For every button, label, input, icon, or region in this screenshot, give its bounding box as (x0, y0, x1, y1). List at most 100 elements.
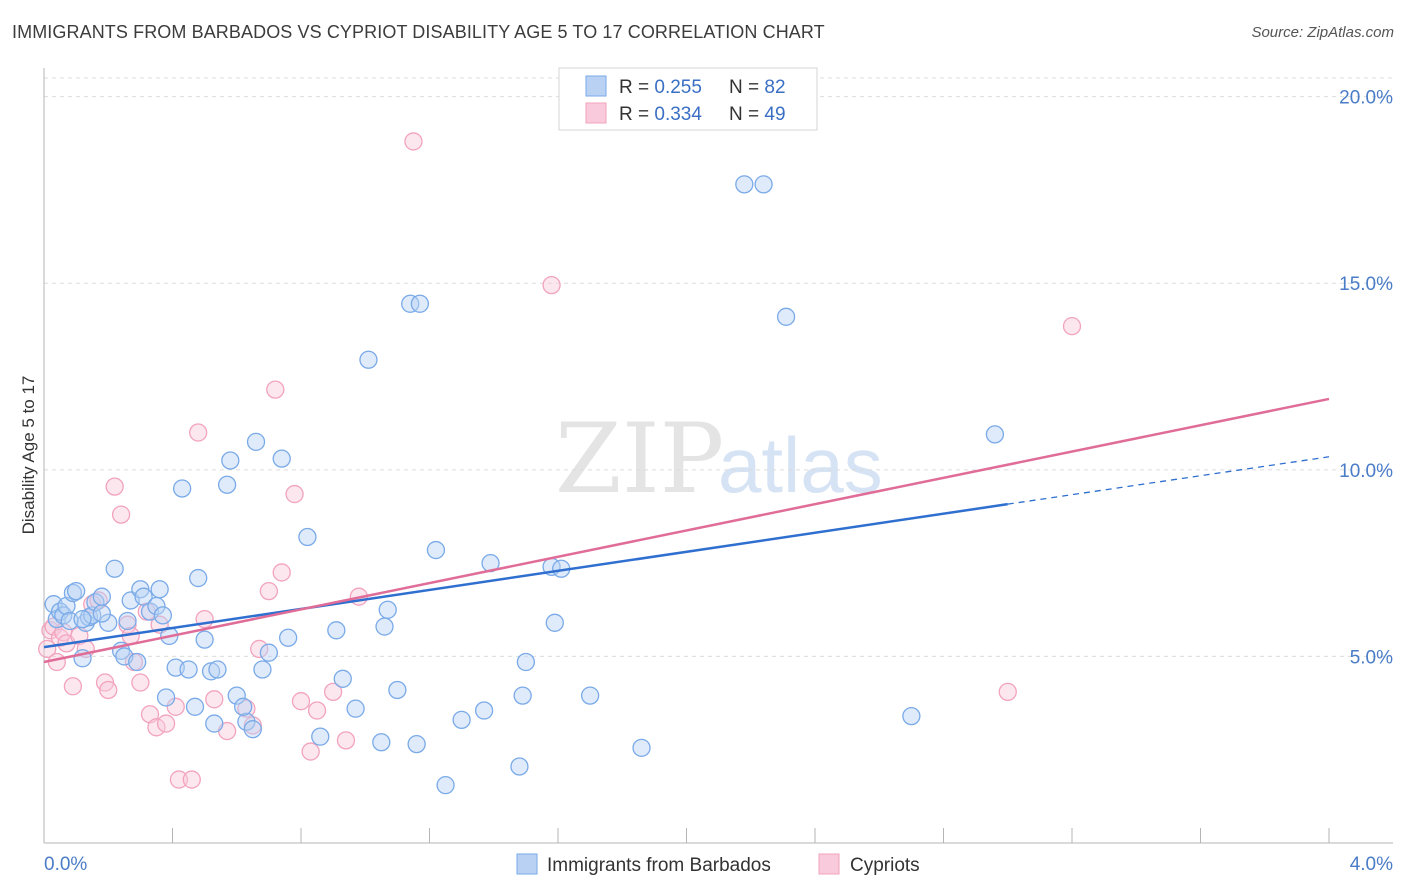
barbados-point-50 (372, 733, 391, 752)
barbados-point-73 (902, 706, 921, 726)
barbados-point-15 (105, 559, 124, 578)
cypriots-point-0 (38, 639, 57, 659)
y-tick-label-0: 5.0% (1350, 647, 1393, 668)
barbados-point-24 (150, 580, 169, 599)
cypriots-point-40 (301, 742, 320, 761)
barbados-point-28 (172, 479, 192, 498)
barbados-point-72 (776, 307, 796, 326)
barbados-point-39 (246, 432, 266, 451)
barbados-point-74 (985, 425, 1005, 444)
legend-row-1-n: N = 82 (729, 77, 786, 98)
watermark-atlas: atlas (718, 421, 883, 509)
barbados-point-19 (128, 652, 147, 672)
barbados-point-34 (217, 475, 237, 494)
barbados-point-80 (92, 604, 111, 623)
cypriots-point-27 (182, 770, 201, 789)
watermark: ZIP atlas (555, 403, 883, 515)
barbados-point-45 (311, 727, 330, 746)
barbados-point-58 (436, 776, 455, 795)
cypriots-point-35 (259, 581, 279, 601)
cypriots-point-19 (131, 673, 150, 692)
y-tick-label-2: 15.0% (1339, 274, 1393, 295)
barbados-point-70 (735, 175, 754, 194)
legend-r-value-2: 0.334 (654, 104, 702, 125)
barbados-point-68 (580, 686, 600, 705)
bottom-legend: Immigrants from Barbados Cypriots (516, 853, 920, 876)
barbados-point-7 (66, 581, 86, 601)
bottom-legend-swatch-barbados (516, 853, 538, 875)
cypriots-point-34 (250, 639, 269, 659)
legend-row-1-text: R = 0.255 (619, 77, 702, 98)
barbados-point-13 (92, 587, 111, 606)
barbados-point-60 (474, 701, 494, 720)
legend-n-label-1: N = (729, 77, 764, 98)
barbados-point-63 (513, 686, 532, 705)
legend-row-2-text: R = 0.334 (619, 104, 702, 125)
barbados-point-31 (195, 630, 214, 649)
barbados-point-66 (545, 613, 564, 632)
barbados-point-25 (153, 606, 173, 625)
legend-swatch-cypriots (585, 102, 607, 124)
cypriots-point-47 (998, 682, 1017, 702)
barbados-point-75 (234, 697, 253, 716)
bottom-legend-label-cypriots: Cypriots (850, 855, 920, 876)
barbados-point-64 (516, 652, 536, 672)
cypriots-point-38 (285, 484, 304, 504)
barbados-trendline (43, 502, 1008, 649)
cypriots-point-14 (105, 477, 124, 496)
cypriots-point-26 (169, 770, 189, 789)
y-axis-label: Disability Age 5 to 17 (19, 376, 38, 535)
cypriots-point-39 (291, 692, 311, 711)
cypriots-point-37 (272, 563, 291, 582)
barbados-point-29 (179, 660, 198, 679)
bottom-legend-swatch-cypriots (818, 853, 840, 875)
barbados-point-69 (632, 738, 651, 757)
barbados-point-44 (298, 527, 317, 547)
legend-n-value-2: 49 (764, 104, 785, 125)
barbados-point-76 (205, 714, 224, 733)
y-tick-labels: 5.0% 10.0% 15.0% 20.0% (1339, 88, 1393, 669)
bottom-legend-label-barbados: Immigrants from Barbados (547, 855, 771, 876)
barbados-point-53 (388, 680, 407, 700)
cypriots-point-45 (404, 132, 423, 151)
legend-r-label-2: R = (619, 104, 654, 125)
legend: R = 0.255 N = 82 R = 0.334 N = 49 (558, 67, 818, 131)
cypriots-point-7 (63, 677, 83, 696)
barbados-point-79 (118, 611, 137, 631)
legend-row-2-n: N = 49 (729, 104, 786, 125)
barbados-point-62 (510, 757, 529, 776)
cypriots-point-46 (542, 275, 561, 295)
cypriots-point-13 (99, 680, 118, 700)
cypriots-point-25 (166, 697, 185, 716)
barbados-point-30 (189, 568, 208, 588)
barbados-point-47 (333, 669, 352, 688)
barbados-trendline-extension (1007, 456, 1330, 505)
cypriots-point-24 (156, 714, 176, 733)
legend-swatch-barbados (585, 75, 607, 97)
cypriots-point-28 (189, 423, 208, 442)
cypriots-point-48 (1062, 317, 1082, 336)
legend-r-value-1: 0.255 (654, 77, 702, 98)
cypriots-point-15 (111, 505, 131, 524)
cypriots-point-41 (307, 701, 327, 720)
x-ticks (172, 828, 1330, 843)
cypriots-point-42 (323, 682, 343, 702)
y-tick-label-1: 10.0% (1339, 461, 1393, 482)
barbados-point-77 (185, 697, 205, 716)
series-barbados-points (44, 175, 1005, 795)
chart-source: Source: ZipAtlas.com (1251, 24, 1394, 41)
legend-n-value-1: 82 (764, 77, 785, 98)
x-tick-label-max: 4.0% (1350, 854, 1393, 875)
barbados-point-35 (221, 451, 240, 470)
gridlines (44, 77, 1393, 657)
barbados-point-40 (253, 660, 272, 679)
barbados-point-78 (156, 688, 176, 707)
legend-n-label-2: N = (729, 104, 764, 125)
barbados-point-33 (208, 660, 227, 679)
chart-title: IMMIGRANTS FROM BARBADOS VS CYPRIOT DISA… (12, 22, 825, 42)
cypriots-point-43 (336, 731, 356, 750)
barbados-point-49 (359, 350, 378, 369)
cypriots-point-36 (266, 380, 285, 399)
watermark-zip: ZIP (555, 403, 724, 515)
cypriots-point-32 (237, 699, 256, 718)
